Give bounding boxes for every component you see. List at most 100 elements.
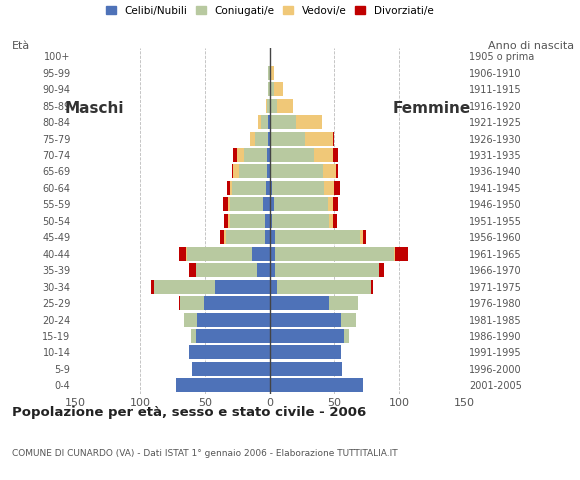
- Bar: [333, 197, 338, 211]
- Bar: [336, 165, 338, 179]
- Bar: [371, 280, 374, 294]
- Bar: [266, 181, 270, 195]
- Bar: [244, 148, 267, 162]
- Bar: [187, 247, 252, 261]
- Legend: Celibi/Nubili, Coniugati/e, Vedovi/e, Divorziati/e: Celibi/Nubili, Coniugati/e, Vedovi/e, Di…: [102, 1, 437, 20]
- Bar: [270, 247, 275, 261]
- Bar: [237, 148, 244, 162]
- Bar: [232, 165, 233, 179]
- Bar: [270, 181, 272, 195]
- Bar: [269, 66, 270, 80]
- Text: COMUNE DI CUNARDO (VA) - Dati ISTAT 1° gennaio 2006 - Elaborazione TUTTITALIA.IT: COMUNE DI CUNARDO (VA) - Dati ISTAT 1° g…: [12, 449, 397, 458]
- Bar: [275, 230, 360, 244]
- Bar: [179, 296, 180, 310]
- Bar: [360, 230, 363, 244]
- Bar: [154, 280, 215, 294]
- Bar: [328, 197, 333, 211]
- Bar: [271, 148, 314, 162]
- Bar: [264, 230, 270, 244]
- Text: Popolazione per età, sesso e stato civile - 2006: Popolazione per età, sesso e stato civil…: [12, 406, 366, 419]
- Bar: [255, 132, 269, 145]
- Bar: [224, 214, 229, 228]
- Bar: [184, 312, 197, 326]
- Bar: [270, 346, 341, 360]
- Bar: [260, 115, 269, 129]
- Bar: [275, 263, 379, 277]
- Bar: [333, 132, 335, 145]
- Text: Anno di nascita: Anno di nascita: [488, 41, 574, 51]
- Bar: [343, 329, 349, 343]
- Bar: [230, 181, 232, 195]
- Bar: [270, 115, 296, 129]
- Bar: [269, 115, 270, 129]
- Bar: [176, 378, 270, 392]
- Bar: [270, 214, 272, 228]
- Bar: [394, 247, 396, 261]
- Bar: [270, 148, 271, 162]
- Bar: [333, 214, 337, 228]
- Bar: [224, 230, 226, 244]
- Bar: [227, 181, 230, 195]
- Bar: [272, 181, 324, 195]
- Bar: [264, 214, 270, 228]
- Bar: [296, 115, 321, 129]
- Bar: [396, 247, 408, 261]
- Bar: [190, 346, 270, 360]
- Bar: [233, 165, 238, 179]
- Bar: [179, 247, 186, 261]
- Bar: [270, 263, 275, 277]
- Bar: [333, 148, 338, 162]
- Bar: [270, 329, 343, 343]
- Bar: [379, 263, 384, 277]
- Bar: [258, 115, 260, 129]
- Bar: [251, 132, 255, 145]
- Bar: [267, 98, 270, 113]
- Bar: [230, 214, 264, 228]
- Bar: [229, 214, 230, 228]
- Bar: [215, 280, 270, 294]
- Bar: [274, 197, 328, 211]
- Text: Femmine: Femmine: [393, 101, 471, 116]
- Bar: [275, 247, 394, 261]
- Bar: [270, 312, 341, 326]
- Bar: [190, 263, 196, 277]
- Bar: [267, 165, 270, 179]
- Bar: [204, 296, 270, 310]
- Bar: [220, 230, 224, 244]
- Bar: [304, 132, 333, 145]
- Text: Età: Età: [12, 41, 30, 51]
- Bar: [270, 165, 271, 179]
- Bar: [180, 296, 204, 310]
- Bar: [277, 98, 293, 113]
- Bar: [277, 280, 371, 294]
- Bar: [257, 263, 270, 277]
- Bar: [186, 247, 187, 261]
- Bar: [270, 362, 342, 376]
- Bar: [270, 280, 277, 294]
- Bar: [223, 197, 229, 211]
- Bar: [270, 98, 277, 113]
- Bar: [226, 230, 264, 244]
- Bar: [233, 148, 237, 162]
- Bar: [323, 165, 336, 179]
- Bar: [263, 197, 270, 211]
- Bar: [229, 197, 230, 211]
- Bar: [271, 132, 304, 145]
- Bar: [267, 148, 270, 162]
- Bar: [197, 312, 270, 326]
- Bar: [151, 280, 154, 294]
- Bar: [341, 312, 357, 326]
- Bar: [272, 214, 329, 228]
- Bar: [314, 148, 333, 162]
- Bar: [266, 98, 267, 113]
- Bar: [252, 247, 270, 261]
- Bar: [335, 181, 340, 195]
- Bar: [270, 378, 363, 392]
- Text: Maschi: Maschi: [65, 101, 125, 116]
- Bar: [329, 214, 333, 228]
- Bar: [271, 165, 323, 179]
- Bar: [238, 165, 267, 179]
- Bar: [196, 263, 257, 277]
- Bar: [192, 362, 270, 376]
- Bar: [270, 132, 271, 145]
